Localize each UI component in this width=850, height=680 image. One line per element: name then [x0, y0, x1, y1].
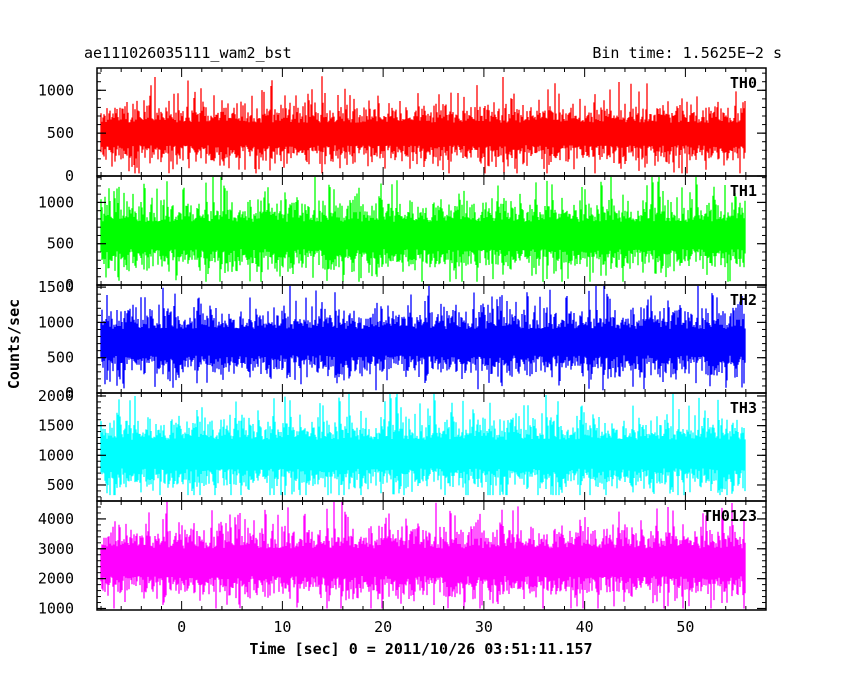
y-tick-label: 3000	[38, 540, 74, 558]
series-th3	[100, 394, 746, 496]
y-tick-label: 1000	[38, 81, 74, 99]
y-tick-label: 1000	[38, 600, 74, 618]
y-tick-label: 500	[47, 349, 74, 367]
x-tick-label: 10	[273, 618, 291, 636]
y-tick-label: 1000	[38, 446, 74, 464]
legend-th0123: TH0123	[703, 507, 757, 525]
panel-th2: 0 500 1000 1500 TH2	[38, 278, 767, 402]
x-tick-label: 50	[676, 618, 694, 636]
legend-th3: TH3	[730, 399, 757, 417]
panel-th0123: 1000 2000 3000 4000 TH0123	[38, 500, 767, 618]
panel-th3: 500 1000 1500 2000 TH3	[38, 387, 767, 502]
y-tick-label: 4000	[38, 510, 74, 528]
y-tick-label: 500	[47, 476, 74, 494]
series-th2	[100, 286, 746, 391]
panel-th0: 0 500 1000 TH0	[38, 67, 767, 185]
y-tick-label: 1500	[38, 417, 74, 435]
y-tick-label: 1500	[38, 278, 74, 296]
panel-frame	[96, 500, 767, 611]
series-th1	[100, 177, 746, 282]
y-tick-label: 0	[65, 276, 74, 294]
y-tick-label: 1000	[38, 193, 74, 211]
panel-th1: 0 500 1000 TH1	[38, 175, 767, 294]
bin-time-label: Bin time: 1.5625E−2 s	[592, 44, 782, 62]
y-tick-label: 2000	[38, 387, 74, 405]
y-tick-label: 1000	[38, 313, 74, 331]
y-tick-label: 500	[47, 124, 74, 142]
x-axis-label: Time [sec] 0 = 2011/10/26 03:51:11.157	[249, 640, 593, 658]
x-tick-label: 40	[576, 618, 594, 636]
legend-th0: TH0	[730, 74, 757, 92]
x-tick-label: 0	[177, 618, 186, 636]
y-tick-label: 500	[47, 235, 74, 253]
x-tick-label: 20	[374, 618, 392, 636]
series-th0123	[100, 502, 746, 609]
y-tick-label: 0	[65, 384, 74, 402]
y-tick-label: 2000	[38, 570, 74, 588]
x-tick-label: 30	[475, 618, 493, 636]
chart-title: ae111026035111_wam2_bst	[84, 44, 292, 62]
y-tick-label: 0	[65, 167, 74, 185]
legend-th2: TH2	[730, 291, 757, 309]
y-axis-label: Counts/sec	[5, 298, 23, 390]
series-th0	[100, 76, 746, 174]
legend-th1: TH1	[730, 182, 757, 200]
